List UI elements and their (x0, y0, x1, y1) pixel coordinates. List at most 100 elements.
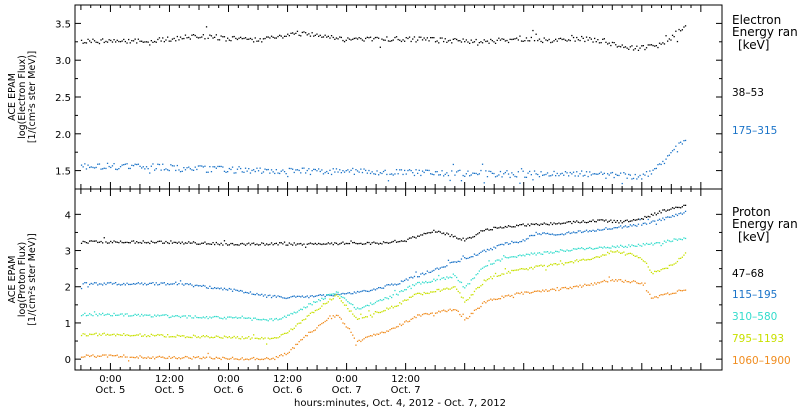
data-point-proton (108, 334, 110, 336)
data-point-proton (124, 284, 126, 286)
data-point-proton (212, 287, 214, 290)
data-point-proton (446, 310, 448, 313)
data-point-proton (305, 318, 307, 320)
data-point-proton (157, 314, 159, 316)
data-point-electron (649, 44, 651, 46)
data-point-proton (494, 260, 497, 262)
data-point-proton (574, 285, 576, 288)
data-point-electron (365, 169, 367, 172)
data-point-electron (668, 38, 670, 40)
data-point-electron (611, 171, 614, 174)
data-point-proton (181, 315, 183, 317)
data-point-electron (121, 164, 123, 166)
data-point-proton (592, 257, 594, 260)
data-point-electron (420, 36, 422, 38)
data-point-electron (207, 37, 209, 39)
data-point-proton (178, 241, 180, 243)
data-point-proton (577, 247, 579, 249)
data-point-proton (356, 340, 359, 342)
data-point-proton (290, 348, 292, 351)
data-point-proton (610, 250, 612, 252)
data-point-proton (366, 304, 368, 306)
data-point-proton (222, 337, 224, 339)
data-point-proton (196, 284, 198, 286)
data-point-electron (355, 37, 357, 39)
data-point-electron (227, 37, 229, 39)
data-point-proton (514, 241, 516, 243)
data-point-proton (93, 240, 96, 242)
legend-entry: 115–195 (732, 289, 777, 301)
data-point-electron (394, 36, 396, 39)
data-point-electron (608, 42, 610, 44)
data-point-proton (620, 225, 622, 227)
data-point-electron (134, 38, 136, 40)
data-point-electron (644, 174, 646, 176)
data-point-proton (512, 269, 515, 272)
data-point-proton (662, 217, 664, 219)
data-point-proton (318, 294, 320, 296)
data-point-proton (262, 338, 265, 340)
data-point-proton (329, 293, 331, 295)
data-point-electron (642, 45, 644, 47)
data-point-proton (615, 246, 617, 249)
data-point-proton (522, 268, 524, 270)
data-point-proton (493, 298, 495, 300)
data-point-proton (222, 356, 224, 358)
data-point-proton (311, 295, 313, 297)
data-point-proton (410, 237, 412, 239)
data-point-electron (358, 171, 360, 173)
data-point-proton (504, 225, 506, 228)
data-point-electron (184, 169, 187, 171)
data-point-proton (407, 321, 409, 323)
data-point-proton (464, 257, 466, 259)
data-point-proton (647, 266, 649, 268)
data-point-electron (269, 37, 271, 39)
data-point-electron (283, 171, 286, 173)
data-point-proton (220, 242, 222, 244)
data-point-proton (103, 332, 105, 334)
data-point-electron (530, 36, 532, 39)
data-point-proton (139, 315, 141, 317)
data-point-proton (600, 246, 602, 248)
data-point-proton (283, 315, 286, 317)
data-point-proton (93, 282, 96, 284)
data-point-electron (590, 38, 592, 40)
data-point-proton (240, 358, 242, 360)
data-point-proton (374, 311, 377, 313)
data-point-electron (537, 39, 539, 42)
data-point-electron (608, 174, 610, 176)
data-point-proton (387, 308, 390, 310)
data-point-proton (330, 242, 333, 244)
data-point-electron (340, 36, 342, 39)
data-point-proton (279, 242, 281, 244)
data-point-proton (270, 296, 273, 299)
data-point-proton (520, 291, 523, 293)
data-point-proton (128, 242, 130, 244)
data-point-proton (267, 337, 269, 339)
data-point-proton (110, 315, 112, 317)
data-point-proton (647, 218, 649, 221)
data-point-proton (407, 286, 409, 288)
data-point-electron (249, 172, 252, 174)
data-point-electron (430, 37, 432, 39)
data-point-proton (517, 292, 519, 294)
data-point-proton (197, 285, 200, 287)
data-point-electron (605, 41, 607, 43)
data-point-proton (660, 269, 662, 271)
data-point-electron (678, 142, 680, 144)
data-point-proton (340, 293, 342, 295)
data-point-proton (675, 262, 677, 264)
data-point-proton (568, 250, 570, 252)
data-point-proton (655, 242, 657, 244)
data-point-proton (92, 333, 94, 336)
data-point-proton (358, 318, 360, 320)
data-point-proton (261, 319, 263, 321)
data-point-proton (318, 324, 320, 327)
data-point-proton (111, 283, 114, 285)
data-point-proton (392, 307, 394, 309)
data-point-proton (220, 287, 222, 289)
data-point-proton (366, 290, 368, 292)
data-point-proton (181, 357, 183, 359)
data-point-proton (235, 316, 237, 318)
data-point-proton (82, 283, 84, 285)
